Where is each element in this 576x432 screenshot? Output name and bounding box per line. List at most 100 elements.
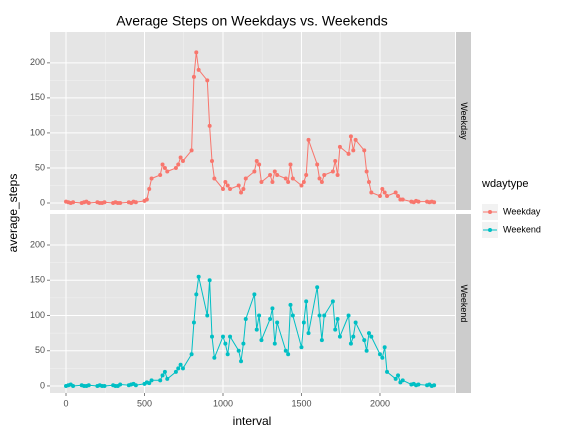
point — [228, 186, 233, 191]
point — [396, 193, 401, 198]
point — [382, 190, 387, 195]
point — [225, 183, 230, 188]
point — [288, 302, 293, 307]
point — [205, 313, 210, 318]
point — [377, 352, 382, 357]
point — [337, 144, 342, 149]
point — [380, 355, 385, 360]
chart-title: Average Steps on Weekdays vs. Weekends — [116, 13, 388, 29]
point — [353, 137, 358, 142]
point — [158, 378, 163, 383]
point — [286, 179, 291, 184]
point — [335, 317, 340, 322]
x-tick-label: 1500 — [291, 398, 311, 408]
point — [71, 200, 76, 205]
point — [196, 67, 201, 72]
y-tick-label: 50 — [35, 162, 45, 172]
point — [205, 78, 210, 83]
point — [322, 313, 327, 318]
point — [275, 320, 280, 325]
point — [160, 162, 165, 167]
point — [290, 176, 295, 181]
point — [191, 320, 196, 325]
point — [254, 158, 259, 163]
point — [144, 197, 149, 202]
y-tick-label: 0 — [40, 380, 45, 390]
point — [362, 338, 367, 343]
point — [380, 186, 385, 191]
legend-point — [488, 228, 492, 232]
point — [319, 338, 324, 343]
point — [118, 200, 123, 205]
x-tick-label: 2000 — [370, 398, 390, 408]
point — [322, 172, 327, 177]
point — [268, 317, 273, 322]
point — [369, 190, 374, 195]
point — [176, 162, 181, 167]
y-tick-label: 50 — [35, 345, 45, 355]
point — [364, 348, 369, 353]
point — [290, 313, 295, 318]
point — [210, 158, 214, 163]
point — [272, 341, 277, 346]
point — [317, 176, 322, 181]
point — [162, 165, 167, 170]
point — [223, 341, 228, 346]
point — [283, 348, 288, 353]
point — [348, 341, 353, 346]
y-tick-label: 200 — [30, 239, 45, 249]
point — [158, 172, 163, 177]
point — [236, 183, 241, 188]
point — [252, 292, 257, 297]
point — [191, 74, 196, 79]
point — [210, 334, 214, 339]
x-tick-label: 1000 — [213, 398, 233, 408]
point — [319, 179, 324, 184]
point — [257, 313, 262, 318]
point — [275, 172, 280, 177]
point — [133, 200, 138, 205]
point — [228, 334, 233, 339]
point — [366, 179, 371, 184]
point — [243, 176, 248, 181]
point — [178, 155, 183, 160]
point — [416, 382, 421, 387]
point — [102, 200, 107, 205]
point — [369, 334, 374, 339]
point — [189, 352, 194, 357]
point — [337, 334, 342, 339]
point — [393, 190, 398, 195]
point — [71, 383, 76, 388]
point — [243, 317, 248, 322]
point — [346, 151, 351, 156]
point — [299, 183, 304, 188]
point — [315, 162, 320, 167]
legend-label: Weekend — [503, 224, 541, 234]
point — [180, 158, 185, 163]
point — [353, 320, 358, 325]
point — [162, 369, 167, 374]
point — [160, 373, 165, 378]
point — [382, 345, 387, 350]
point — [194, 50, 199, 55]
point — [207, 123, 212, 128]
point — [306, 137, 311, 142]
point — [147, 186, 152, 191]
x-tick-label: 0 — [64, 398, 69, 408]
point — [176, 366, 181, 371]
point — [385, 369, 390, 374]
facet-strip — [456, 32, 471, 210]
point — [133, 383, 138, 388]
point — [348, 134, 353, 139]
x-axis-label: interval — [233, 414, 272, 428]
point — [252, 169, 257, 174]
point — [212, 355, 217, 360]
point — [432, 200, 437, 205]
point — [400, 378, 405, 383]
point — [270, 306, 275, 311]
point — [351, 148, 356, 153]
point — [239, 190, 244, 195]
point — [346, 313, 351, 318]
point — [259, 179, 264, 184]
